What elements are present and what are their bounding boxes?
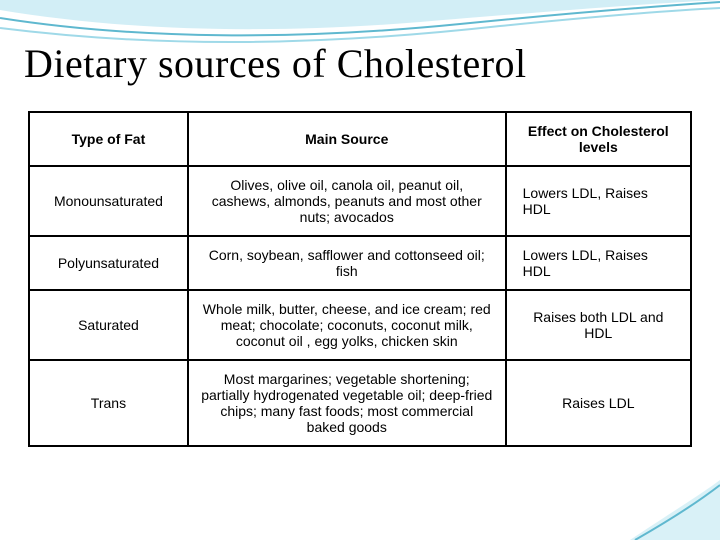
table-row: TransMost margarines; vegetable shorteni… — [29, 360, 691, 446]
cell-type: Saturated — [29, 290, 188, 360]
cell-type: Monounsaturated — [29, 166, 188, 236]
table-row: SaturatedWhole milk, butter, cheese, and… — [29, 290, 691, 360]
col-header-effect: Effect on Cholesterol levels — [506, 112, 691, 166]
table-row: PolyunsaturatedCorn, soybean, safflower … — [29, 236, 691, 290]
table-body: MonounsaturatedOlives, olive oil, canola… — [29, 166, 691, 446]
table-header-row: Type of Fat Main Source Effect on Choles… — [29, 112, 691, 166]
cell-effect: Lowers LDL, Raises HDL — [506, 236, 691, 290]
page-title: Dietary sources of Cholesterol — [0, 0, 720, 87]
cell-type: Polyunsaturated — [29, 236, 188, 290]
col-header-type: Type of Fat — [29, 112, 188, 166]
content-table-wrap: Type of Fat Main Source Effect on Choles… — [0, 87, 720, 447]
cell-effect: Raises both LDL and HDL — [506, 290, 691, 360]
cell-effect: Raises LDL — [506, 360, 691, 446]
cell-source: Whole milk, butter, cheese, and ice crea… — [188, 290, 506, 360]
table-row: MonounsaturatedOlives, olive oil, canola… — [29, 166, 691, 236]
cell-source: Corn, soybean, safflower and cottonseed … — [188, 236, 506, 290]
cholesterol-table: Type of Fat Main Source Effect on Choles… — [28, 111, 692, 447]
decorative-corner — [630, 480, 720, 540]
col-header-source: Main Source — [188, 112, 506, 166]
cell-type: Trans — [29, 360, 188, 446]
cell-source: Olives, olive oil, canola oil, peanut oi… — [188, 166, 506, 236]
cell-effect: Lowers LDL, Raises HDL — [506, 166, 691, 236]
cell-source: Most margarines; vegetable shortening; p… — [188, 360, 506, 446]
